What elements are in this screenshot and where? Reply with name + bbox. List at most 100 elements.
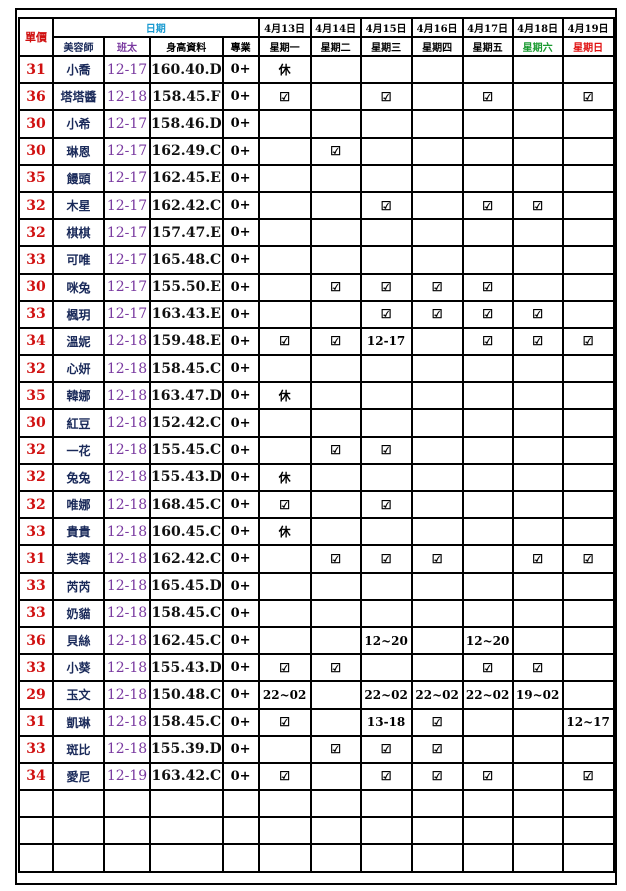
specialty-cell: 0+: [221, 272, 260, 302]
day-cell: [511, 408, 564, 438]
shift-cell: 12-18: [103, 435, 151, 465]
day-cell: [309, 517, 362, 547]
name-cell: 饅頭: [52, 163, 105, 193]
day-cell: [511, 381, 564, 411]
empty-cell: [221, 789, 260, 819]
day-cell: [461, 517, 514, 547]
day-cell: [511, 54, 564, 85]
day-cell: [461, 435, 514, 465]
empty-cell: [149, 843, 224, 873]
name-cell: 小喬: [52, 54, 105, 85]
day-cell: [461, 571, 514, 601]
name-cell: 貴貴: [52, 517, 105, 547]
day-cell: [461, 109, 514, 139]
shift-cell: 12-18: [103, 354, 151, 384]
day-cell: 22~02: [359, 680, 413, 710]
table-row: 33 奶貓 12-18 158.45.C 0+: [18, 598, 615, 628]
day-cell: [561, 734, 615, 764]
day-cell: [257, 408, 312, 438]
table-row: 35 韓娜 12-18 163.47.D 0+ 休: [18, 381, 615, 411]
day-cell: [309, 163, 362, 193]
day-cell: ☑: [359, 489, 413, 520]
day-cell: ☑: [461, 272, 514, 302]
name-cell: 棋棋: [52, 218, 105, 248]
day-cell: [309, 109, 362, 139]
shift-cell: 12-18: [103, 625, 151, 656]
price-cell: 30: [18, 272, 54, 302]
day-cell: [511, 625, 564, 656]
date-cell: 4月17日: [461, 17, 514, 38]
day-cell: [257, 218, 312, 248]
day-cell: [257, 163, 312, 193]
table-row: 31 芙蓉 12-18 162.42.C 0+ ☑ ☑ ☑ ☑ ☑: [18, 544, 615, 574]
height-cell: 155.43.D: [149, 653, 224, 683]
empty-cell: [52, 843, 105, 873]
day-cell: [359, 408, 413, 438]
name-cell: 玉文: [52, 680, 105, 710]
day-cell: 22~02: [461, 680, 514, 710]
day-cell: [511, 136, 564, 166]
day-cell: ☑: [359, 82, 413, 112]
day-cell: [561, 381, 615, 411]
shift-cell: 12-18: [103, 381, 151, 411]
table-row: 33 小葵 12-18 155.43.D 0+ ☑ ☑ ☑ ☑: [18, 653, 615, 683]
day-cell: ☑: [309, 272, 362, 302]
price-cell: 33: [18, 245, 54, 275]
height-cell: 162.45.C: [149, 625, 224, 656]
day-cell: 22~02: [410, 680, 464, 710]
height-cell: 157.47.E: [149, 218, 224, 248]
price-cell: 32: [18, 489, 54, 520]
empty-cell: [410, 843, 464, 873]
price-cell: 32: [18, 354, 54, 384]
date-cell: 4月13日: [257, 17, 312, 38]
date-cell: 4月18日: [511, 17, 564, 38]
price-cell: 33: [18, 571, 54, 601]
day-cell: [359, 354, 413, 384]
day-cell: ☑: [359, 299, 413, 329]
day-cell: ☑: [359, 734, 413, 764]
day-cell: [410, 571, 464, 601]
day-cell: [561, 163, 615, 193]
table-row: 31 小喬 12-17 160.40.D 0+ 休: [18, 54, 615, 85]
day-cell: [359, 653, 413, 683]
day-cell: [461, 381, 514, 411]
day-cell: ☑: [257, 761, 312, 792]
shift-cell: 12-18: [103, 680, 151, 710]
empty-row: [18, 843, 615, 873]
table-row: 34 溫妮 12-18 159.48.E 0+ ☑ ☑ 12-17 ☑ ☑ ☑: [18, 326, 615, 357]
day-cell: ☑: [257, 653, 312, 683]
day-cell: 休: [257, 462, 312, 493]
shift-cell: 12-17: [103, 218, 151, 248]
shift-cell: 12-18: [103, 653, 151, 683]
specialty-cell: 0+: [221, 381, 260, 411]
day-cell: [359, 462, 413, 493]
day-cell: 22~02: [257, 680, 312, 710]
specialty-cell: 0+: [221, 489, 260, 520]
day-cell: [309, 54, 362, 85]
name-cell: 韓娜: [52, 381, 105, 411]
price-header: 單價: [18, 17, 54, 57]
name-cell: 奶貓: [52, 598, 105, 628]
day-cell: ☑: [257, 82, 312, 112]
height-cell: 160.40.D: [149, 54, 224, 85]
day-cell: ☑: [410, 761, 464, 792]
day-cell: ☑: [257, 707, 312, 737]
name-cell: 溫妮: [52, 326, 105, 357]
day-cell: [561, 245, 615, 275]
shift-cell: 12-17: [103, 190, 151, 221]
day-cell: ☑: [561, 544, 615, 574]
shift-cell: 12-17: [103, 109, 151, 139]
price-cell: 35: [18, 163, 54, 193]
day-cell: ☑: [257, 326, 312, 357]
day-cell: [359, 54, 413, 85]
name-cell: 芮芮: [52, 571, 105, 601]
empty-cell: [359, 816, 413, 846]
day-cell: 19~02: [511, 680, 564, 710]
schedule-table: 單價 日期 4月13日 4月14日 4月15日 4月16日 4月17日 4月18日 4月19…: [18, 17, 615, 873]
shift-header: 班太: [103, 36, 151, 57]
day-cell: [511, 435, 564, 465]
day-cell: [257, 435, 312, 465]
day-cell: ☑: [461, 653, 514, 683]
specialty-cell: 0+: [221, 517, 260, 547]
day-cell: [410, 489, 464, 520]
